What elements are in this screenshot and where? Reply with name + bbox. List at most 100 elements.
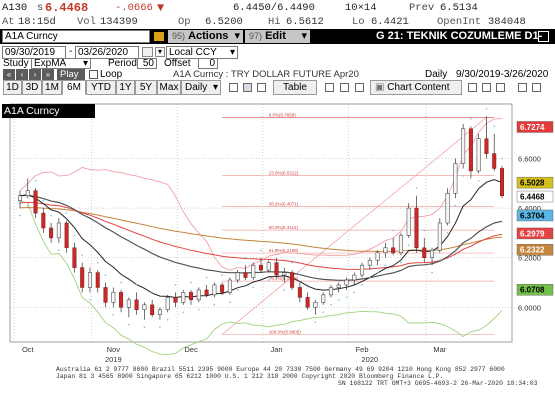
chart-content-button[interactable]: ▣ Chart Content [370, 80, 462, 95]
calendar-icon[interactable] [142, 47, 153, 57]
bid-ask-size: 10×14 [345, 2, 377, 14]
settings-icon[interactable] [538, 31, 549, 42]
price-tag-label: 6.7274 [520, 123, 545, 132]
price-tag [516, 190, 554, 203]
open-label: Op [178, 16, 191, 28]
save-icon[interactable] [518, 83, 527, 92]
candle-body [290, 272, 295, 288]
candle-body [321, 294, 326, 303]
bar-chart-icon[interactable] [243, 83, 252, 92]
tab-3d[interactable]: 3D [22, 80, 42, 95]
sar-dot [151, 291, 153, 294]
rewind-icon[interactable]: « [3, 69, 15, 80]
sar-dot [392, 229, 394, 232]
sar-dot [345, 296, 348, 299]
sar-dot [283, 289, 286, 291]
play-button[interactable]: Play [57, 69, 85, 80]
sar-dot [493, 125, 496, 128]
sar-dot [166, 318, 169, 321]
study-select[interactable]: ExpMA ▾ [31, 58, 91, 69]
quote-line-2: At 18:15d Vol 134399 Op 6.5200 Hi 6.5612… [0, 16, 555, 30]
candle-body [243, 272, 248, 278]
price-tag [516, 176, 554, 189]
sar-dot [34, 180, 37, 182]
sar-dot [50, 214, 52, 217]
security-field[interactable]: A1A Curncy [2, 30, 150, 43]
sar-dot [65, 212, 68, 214]
candle-body [297, 287, 302, 298]
candle-body [500, 168, 504, 196]
y-tick-label: 6.6000 [518, 155, 541, 164]
tab-1y[interactable]: 1Y [116, 80, 135, 95]
undo-icon[interactable] [340, 83, 349, 92]
frequency-select-value: Daily [185, 82, 208, 93]
x-month-label: Jan [271, 345, 283, 354]
candle-body [64, 222, 69, 249]
redo-icon[interactable] [355, 83, 364, 92]
loop-checkbox[interactable] [89, 70, 98, 79]
fib-label: 38.2%(6.4071) [269, 201, 299, 206]
pointer-icon[interactable] [482, 83, 491, 92]
candle-body [227, 279, 232, 293]
grid-icon[interactable] [468, 83, 477, 92]
edit-label: Edit [265, 30, 286, 42]
sar-dot [81, 254, 83, 257]
line-chart-icon[interactable] [229, 83, 238, 92]
price-tag-label: 6.2979 [520, 229, 545, 238]
tab-5y[interactable]: 5Y [135, 80, 157, 95]
step-forward-icon[interactable]: › [29, 69, 41, 80]
frequency-select[interactable]: Daily ▾ [181, 80, 221, 95]
study-label: Study [3, 58, 29, 69]
edit-menu[interactable]: 97) Edit ▾ [245, 30, 310, 43]
end-date-field[interactable]: 03/26/2020 [75, 46, 139, 59]
actions-menu[interactable]: 95) Actions ▾ [168, 30, 243, 43]
tab-6m[interactable]: 6M [62, 80, 86, 95]
currency-dropdown-icon[interactable]: ▾ [155, 47, 165, 57]
security-dropdown-icon[interactable] [154, 32, 164, 41]
tab-ytd[interactable]: YTD [86, 80, 116, 95]
print-icon[interactable] [532, 83, 541, 92]
period-field[interactable]: 50 [137, 58, 157, 69]
plot-border [9, 103, 513, 343]
actions-label: Actions [188, 30, 229, 42]
candle-body [196, 289, 201, 301]
fib-label: 0.0%(6.7659) [269, 112, 297, 117]
sar-dot [431, 271, 433, 274]
sar-dot [26, 204, 29, 207]
sar-dot [252, 286, 255, 289]
annotation-icon[interactable] [257, 83, 266, 92]
sar-dot [120, 281, 122, 284]
sar-dot [221, 274, 223, 276]
high-label: Hi [268, 16, 281, 28]
table-button[interactable]: Table [273, 80, 317, 95]
currency-value: Local CCY [169, 47, 217, 58]
price-chart[interactable]: 0.0%(6.7659) 23.6%(6.5312) 38.2%(6.4071) 50… [0, 96, 555, 366]
sar-dot [182, 311, 185, 314]
sar-dot [73, 234, 76, 237]
candle-body [305, 297, 310, 308]
price-axis: 6.6000 6.4000 6.2000 6.0000 [518, 155, 541, 313]
open-interest-label: OpenInt [437, 16, 482, 28]
sar-dot [454, 204, 457, 207]
footer-line-1: Australia 61 2 9777 8600 Brazil 5511 239… [56, 366, 505, 373]
candle-body [266, 262, 271, 271]
candle-body [406, 207, 411, 236]
tab-max[interactable]: Max [157, 80, 181, 95]
candle-body [259, 264, 263, 271]
tab-1m[interactable]: 1M [42, 80, 62, 95]
period-label: Period [108, 58, 137, 69]
candle-body [336, 284, 341, 288]
ticker: A130 [2, 2, 28, 14]
sar-dot [361, 284, 363, 286]
step-back-icon[interactable]: ‹ [16, 69, 28, 80]
quote-line-1: A130 s 6.4468 -.0666 ▼ 6.4450/6.4490 10×… [0, 1, 555, 16]
offset-field[interactable]: 0 [198, 58, 218, 69]
tab-1d[interactable]: 1D [3, 80, 22, 95]
open-value: 6.5200 [205, 16, 243, 28]
sar-dot [291, 261, 293, 264]
crosshair-icon[interactable] [496, 83, 505, 92]
fast-forward-icon[interactable]: » [42, 69, 54, 80]
zoom-icon[interactable] [325, 83, 334, 92]
candle-body [360, 264, 365, 276]
open-interest-value: 384048 [488, 16, 526, 28]
